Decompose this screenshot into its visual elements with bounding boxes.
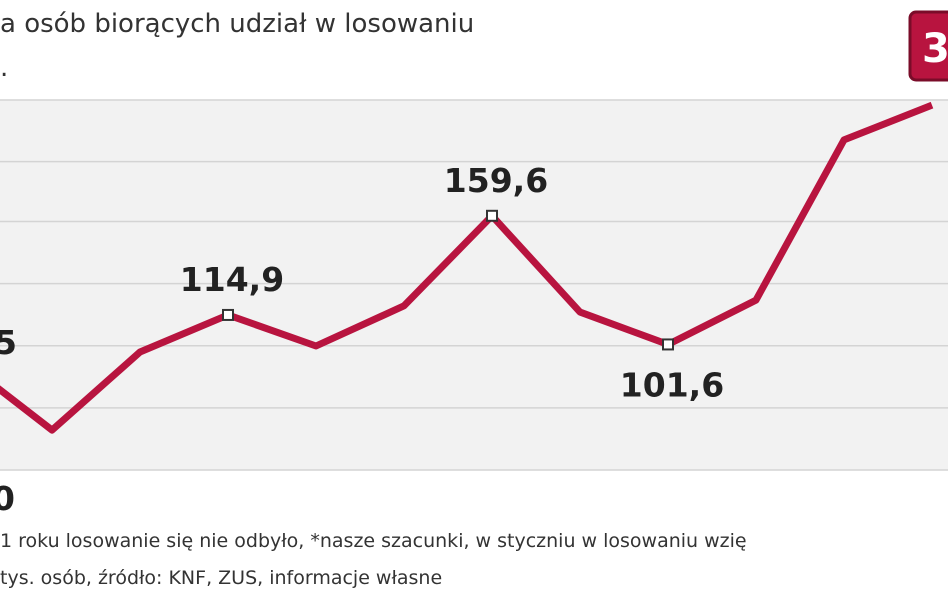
chart-subtitle: . [0,53,8,83]
data-label: 114,9 [180,260,284,299]
footnote: 1 roku losowanie się nie odbyło, *nasze … [0,530,747,552]
plot-background [0,100,948,470]
data-label: 159,6 [444,161,548,200]
point-marker [662,338,674,351]
edge-label: 5 [0,323,17,362]
point-marker [222,308,234,321]
badge-text: 3 [922,26,948,72]
data-label: 101,6 [620,365,724,404]
axis-fragment: 0 [0,479,15,518]
point-marker [486,209,498,222]
lines: 114,9 159,6 101,6 [0,101,934,434]
series-line [0,101,934,434]
badge [908,10,948,82]
chart-title: a osób biorących udział w losowaniu [0,9,474,39]
source-note: tys. osób, źródło: KNF, ZUS, informacje … [0,567,442,589]
